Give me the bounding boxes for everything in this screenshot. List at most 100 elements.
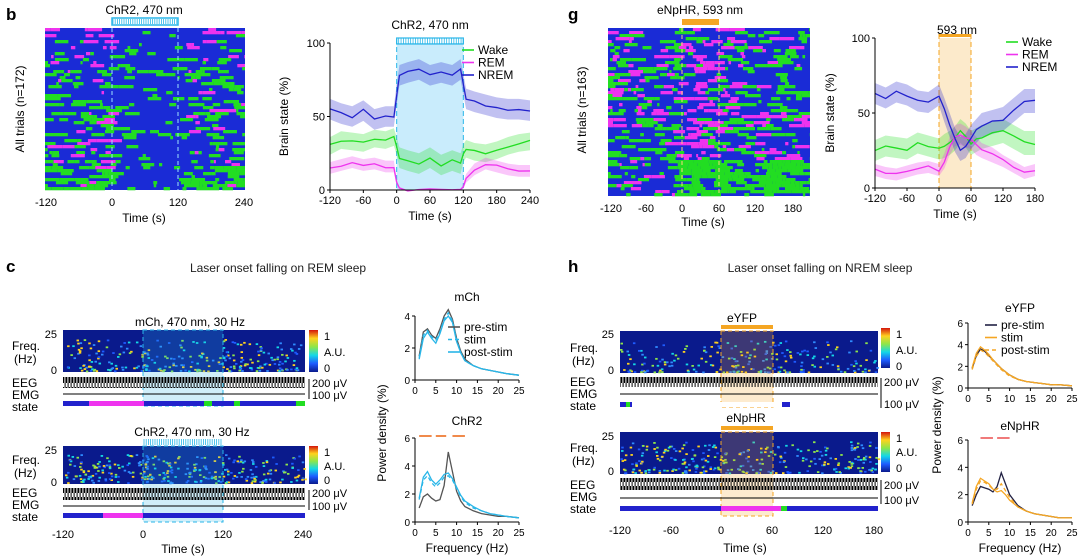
spectrogram-cell	[266, 472, 270, 475]
spectrogram-cell	[83, 478, 86, 481]
raster-segment	[800, 163, 803, 167]
spectrogram-cell	[172, 362, 175, 365]
spec-c-bottom-title: ChR2, 470 nm, 30 Hz	[134, 425, 249, 439]
raster-g-xlabel: Time (s)	[681, 215, 725, 229]
raster-segment	[727, 187, 738, 191]
raster-segment	[665, 61, 680, 65]
raster-segment	[229, 49, 242, 53]
raster-segment	[72, 100, 87, 104]
spectrogram-cell	[104, 479, 108, 482]
spectrogram-cell	[219, 357, 222, 359]
spectrogram-cell	[635, 465, 638, 467]
raster-segment	[776, 190, 792, 194]
raster-segment	[195, 70, 203, 74]
spectrogram-cell	[684, 348, 687, 350]
spectrogram-cell	[203, 341, 206, 344]
spectrogram-cell	[710, 345, 713, 348]
raster-segment	[53, 160, 64, 164]
spectrogram-cell	[87, 475, 91, 478]
raster-segment	[117, 64, 121, 68]
spectrogram-cell	[711, 364, 715, 367]
raster-segment	[179, 178, 192, 182]
spectrogram-cell	[146, 365, 149, 368]
raster-segment	[48, 85, 62, 89]
raster-segment	[110, 85, 119, 89]
raster-segment	[787, 115, 802, 119]
spectrogram-cell	[245, 479, 249, 482]
raster-segment	[629, 43, 638, 47]
spectrogram-cell	[786, 371, 789, 374]
section-title-h: Laser onset falling on NREM sleep	[728, 261, 913, 275]
spectrogram-cell	[873, 361, 876, 364]
spectrogram-cell	[646, 369, 650, 372]
raster-segment	[765, 124, 774, 128]
spectrogram-cell	[702, 371, 705, 374]
spectrogram-cell	[638, 349, 641, 352]
raster-segment	[738, 175, 747, 179]
series-line-rem	[874, 134, 1036, 175]
raster-segment	[716, 73, 722, 77]
spectrogram-cell	[181, 357, 184, 360]
spec-h-xtick: -60	[663, 525, 679, 537]
spectrogram-cell	[251, 361, 254, 364]
spectrogram-cell	[781, 352, 784, 354]
raster-segment	[771, 133, 786, 137]
spectrogram-cell	[77, 342, 80, 345]
raster-segment	[180, 181, 191, 185]
spectrogram-cell	[632, 468, 636, 471]
spectrogram-cell	[763, 368, 767, 371]
spectrogram-cell	[633, 371, 637, 373]
spectrogram-cell	[78, 474, 82, 477]
spectrogram-cell	[853, 370, 856, 372]
spectrogram-cell	[692, 460, 695, 463]
spectrogram-cell	[249, 358, 252, 361]
line-charts: ChR2, 470 nm-120 -60 0 60 120 180 240050100Tim…	[277, 18, 1078, 555]
x-tick-label: 15	[472, 386, 484, 397]
spectrogram-cell	[168, 463, 172, 466]
spectrogram-cell	[243, 460, 247, 463]
raster-segment	[794, 181, 800, 185]
laser-bar	[939, 34, 971, 37]
series-line-rem	[329, 161, 531, 192]
spec-c-xtick: 120	[214, 529, 232, 541]
y-tick-label: 4	[957, 341, 963, 352]
raster-segment	[181, 136, 188, 140]
spectrogram-cell	[670, 361, 673, 364]
raster-segment	[77, 142, 91, 146]
raster-segment	[692, 55, 707, 59]
spectrogram-cell	[707, 449, 711, 451]
spectrogram-cell	[729, 371, 732, 373]
raster-segment	[785, 160, 791, 164]
raster-segment	[67, 160, 75, 164]
raster-segment	[614, 88, 625, 92]
raster-segment	[98, 34, 115, 38]
spectrogram-cell	[121, 366, 124, 369]
raster-segment	[638, 103, 652, 107]
spectrogram-cell	[173, 358, 176, 360]
spectrogram-cell	[857, 368, 860, 371]
spectrogram-cell	[265, 480, 268, 483]
spectrogram-cell	[97, 340, 101, 343]
raster-segment	[59, 178, 75, 182]
raster-segment	[674, 100, 688, 104]
spec-c-xtick: 0	[140, 529, 146, 541]
spectrogram-cell	[874, 468, 877, 471]
spectrogram-cell	[736, 364, 740, 367]
raster-segment	[236, 166, 245, 170]
spectrogram-cell	[67, 345, 70, 348]
raster-segment	[227, 172, 240, 176]
raster-segment	[654, 97, 660, 101]
state-segment	[63, 401, 89, 406]
spectrogram-cell	[222, 475, 226, 478]
spectrogram-cell	[711, 446, 715, 448]
x-tick-label: 25	[1066, 394, 1078, 405]
spectrogram-cell	[697, 445, 700, 448]
raster-segment	[679, 28, 684, 32]
spec-c-top-ytop: 25	[45, 329, 57, 341]
spectrogram-cell	[645, 445, 649, 448]
spectrogram-cell	[683, 461, 687, 464]
spectrogram-cell	[759, 468, 762, 471]
spectrogram-cell	[806, 350, 809, 353]
spectrogram-cell	[113, 370, 117, 373]
raster-segment	[754, 64, 767, 68]
